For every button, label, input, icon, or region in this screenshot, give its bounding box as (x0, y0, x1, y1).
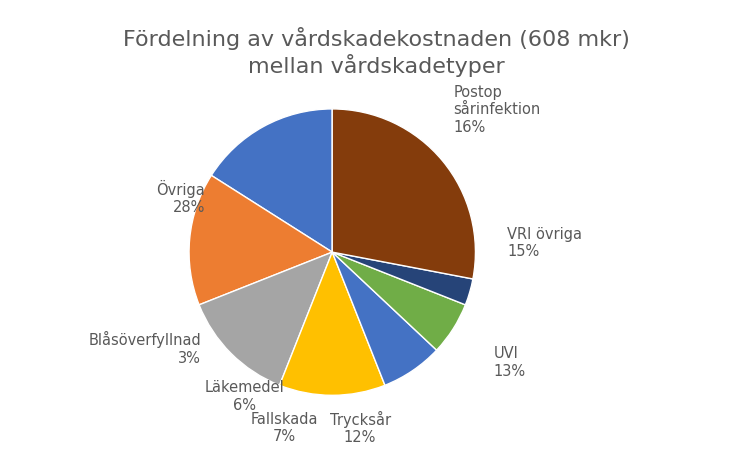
Wedge shape (332, 110, 475, 279)
Wedge shape (189, 176, 332, 305)
Text: Blåsöverfyllnad
3%: Blåsöverfyllnad 3% (88, 331, 201, 365)
Wedge shape (332, 253, 437, 386)
Text: VRI övriga
15%: VRI övriga 15% (508, 226, 582, 259)
Text: Postop
sårinfektion
16%: Postop sårinfektion 16% (453, 85, 541, 134)
Wedge shape (199, 253, 332, 386)
Text: UVI
13%: UVI 13% (493, 345, 526, 378)
Wedge shape (211, 110, 332, 253)
Wedge shape (332, 253, 465, 350)
Text: Övriga
28%: Övriga 28% (156, 179, 205, 215)
Text: Fallskada
7%: Fallskada 7% (250, 411, 318, 443)
Text: Läkemedel
6%: Läkemedel 6% (205, 379, 284, 412)
Text: Trycksår
12%: Trycksår 12% (329, 410, 390, 444)
Wedge shape (332, 253, 473, 305)
Wedge shape (280, 253, 385, 396)
Text: Fördelning av vårdskadekostnaden (608 mkr)
mellan vårdskadetyper: Fördelning av vårdskadekostnaden (608 mk… (123, 27, 629, 77)
